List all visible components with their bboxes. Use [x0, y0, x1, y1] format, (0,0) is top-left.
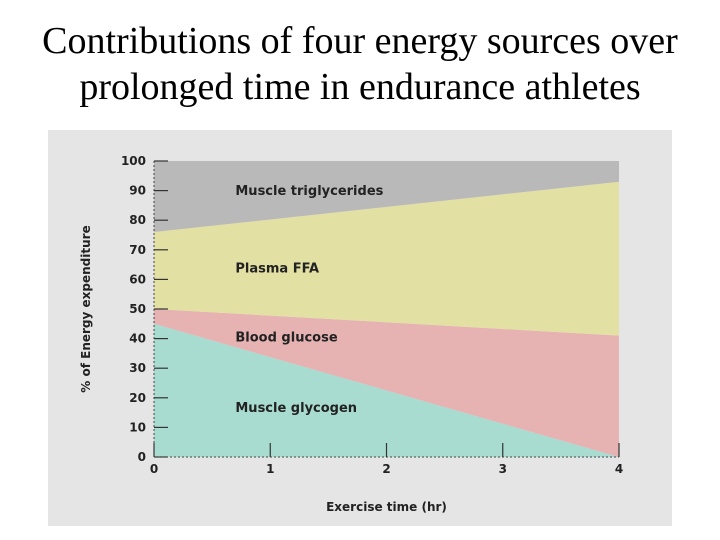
series-label-muscle-glycogen: Muscle glycogen: [235, 401, 357, 416]
x-tick-label: 1: [266, 462, 274, 476]
area-muscle-glycogen: [154, 323, 619, 457]
series-labels: Muscle glycogen Blood glucose Plasma FFA Mu…: [235, 184, 383, 416]
chart-figure: 0 10 20 30 40 50 60 70 80 90 100 0 1 2 3 4 Muscle glyc…: [48, 130, 672, 526]
series-label-blood-glucose: Blood glucose: [235, 330, 337, 345]
chart-areas: [154, 161, 619, 457]
y-tick-label: 80: [129, 213, 146, 227]
x-tick-label: 2: [382, 462, 390, 476]
y-tick-label: 70: [129, 243, 146, 257]
y-tick-label: 90: [129, 184, 146, 198]
y-tick-label: 10: [129, 420, 146, 434]
y-tick-label: 40: [129, 332, 146, 346]
area-plasma-ffa: [154, 181, 619, 336]
y-tick-label: 100: [121, 154, 146, 168]
x-axis-title: Exercise time (hr): [326, 500, 447, 514]
y-tick-label: 30: [129, 361, 146, 375]
y-axis-title: % of Energy expenditure: [79, 225, 93, 392]
series-label-muscle-triglycerides: Muscle triglycerides: [235, 184, 383, 199]
y-axis: 0 10 20 30 40 50 60 70 80 90 100: [121, 154, 168, 464]
slide-title-line-1: Contributions of four energy sources ove…: [42, 20, 678, 62]
slide-title-line-2: prolonged time in endurance athletes: [79, 66, 641, 108]
stacked-area-chart: 0 10 20 30 40 50 60 70 80 90 100 0 1 2 3 4 Muscle glyc…: [79, 154, 623, 514]
x-tick-label: 0: [150, 462, 158, 476]
area-muscle-triglycerides: [154, 161, 619, 233]
area-blood-glucose: [154, 309, 619, 457]
x-tick-label: 4: [615, 462, 623, 476]
x-axis: 0 1 2 3 4: [150, 443, 623, 476]
y-tick-label: 60: [129, 272, 146, 286]
y-tick-label: 0: [138, 450, 146, 464]
x-tick-label: 3: [499, 462, 507, 476]
series-label-plasma-ffa: Plasma FFA: [235, 262, 319, 277]
slide-title: Contributions of four energy sources ove…: [0, 18, 720, 110]
y-tick-label: 20: [129, 391, 146, 405]
y-tick-label: 50: [129, 302, 146, 316]
